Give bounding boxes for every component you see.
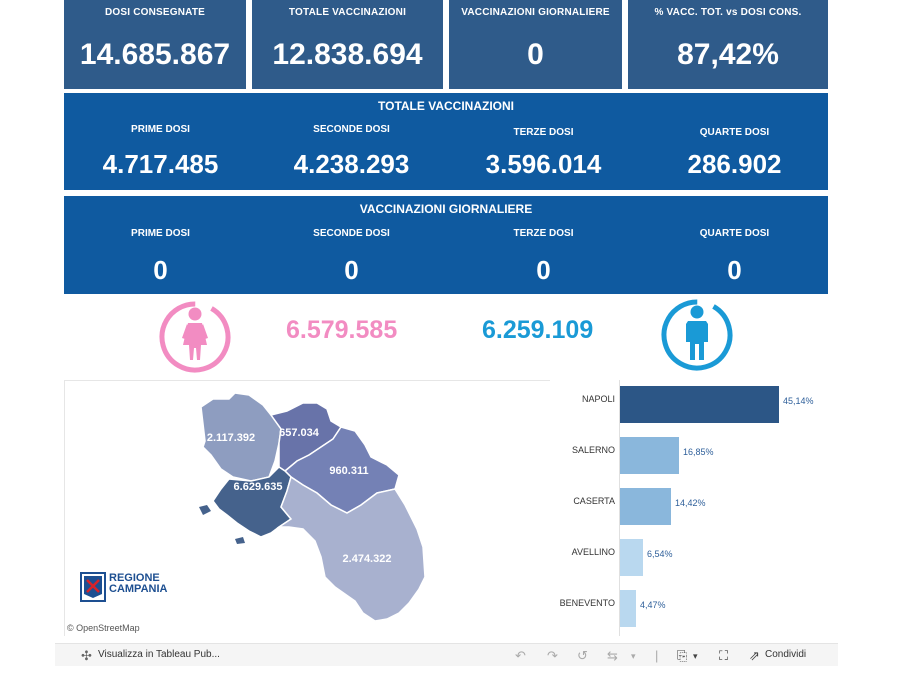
province-bar[interactable] [620, 437, 679, 474]
province-bar-chart: NAPOLI 45,14% SALERNO 16,85% CASERTA 14,42% AV… [550, 380, 828, 636]
totale-seconde-dosi: SECONDE DOSI 4.238.293 [256, 124, 447, 180]
dose-label: TERZE DOSI [513, 127, 574, 138]
island-capri [235, 537, 245, 544]
dose-label: PRIME DOSI [131, 124, 190, 135]
province-map-shapes: 2.117.392 657.034 960.311 6.629.635 2.47… [199, 392, 426, 622]
toolbar-separator: | [655, 648, 659, 663]
dose-value: 0 [344, 255, 359, 285]
regione-logo-icon [80, 572, 106, 602]
giornaliere-terze-dosi: TERZE DOSI 0 [448, 228, 639, 286]
dose-label: PRIME DOSI [131, 228, 190, 239]
kpi-value: 87,42% [677, 38, 779, 71]
province-percentage: 45,14% [783, 396, 814, 406]
province-bar[interactable] [620, 488, 671, 525]
download-dropdown-icon[interactable]: ▾ [693, 651, 698, 661]
kpi-value: 12.838.694 [272, 38, 423, 71]
vaccinazioni-giornaliere-panel: VACCINAZIONI GIORNALIERE PRIME DOSI 0 SE… [64, 196, 828, 294]
revert-icon[interactable]: ↺ [577, 648, 588, 663]
province-percentage: 4,47% [640, 600, 666, 610]
island-ischia [199, 505, 211, 515]
totale-prime-dosi: PRIME DOSI 4.717.485 [65, 124, 256, 180]
province-bar[interactable] [620, 539, 643, 576]
share-icon[interactable]: ⇗ [749, 648, 760, 663]
kpi-value: 14.685.867 [79, 38, 231, 71]
province-name: NAPOLI [581, 394, 615, 404]
logo-line-1: REGIONE [109, 572, 160, 584]
kpi-percentuale-vaccinati: % VACC. TOT. vs DOSI CONS. 87,42% [628, 0, 828, 89]
kpi-vaccinazioni-giornaliere: VACCINAZIONI GIORNALIERE 0 [449, 0, 622, 89]
province-name: AVELLINO [571, 547, 615, 557]
undo-icon[interactable]: ↶ [515, 648, 526, 663]
province-bar[interactable] [620, 386, 779, 423]
province-name: CASERTA [573, 496, 615, 506]
panel-title: VACCINAZIONI GIORNALIERE [359, 202, 533, 216]
province-percentage: 14,42% [675, 498, 706, 508]
share-button[interactable]: Condividi [765, 649, 807, 660]
female-total: 6.579.585 [286, 316, 398, 344]
view-in-tableau-link[interactable]: Visualizza in Tableau Pub... [98, 649, 220, 660]
dose-label: TERZE DOSI [513, 228, 574, 239]
dose-value: 0 [536, 255, 551, 285]
male-icon [661, 299, 733, 371]
dose-value: 3.596.014 [485, 149, 602, 179]
province-name: BENEVENTO [559, 598, 615, 608]
kpi-label: % VACC. TOT. vs DOSI CONS. [654, 7, 802, 18]
refresh-icon[interactable]: ⇆ [607, 648, 618, 663]
female-icon [159, 301, 231, 373]
label-avellino: 960.311 [329, 465, 368, 477]
tableau-logo-icon: ✣ [81, 648, 92, 663]
province-bar[interactable] [620, 590, 636, 627]
male-total: 6.259.109 [482, 316, 594, 344]
dose-value: 4.238.293 [293, 149, 410, 179]
dose-label: QUARTE DOSI [699, 127, 770, 138]
giornaliere-quarte-dosi: QUARTE DOSI 0 [639, 228, 830, 286]
dose-value: 286.902 [687, 149, 782, 179]
totale-vaccinazioni-panel: TOTALE VACCINAZIONI PRIME DOSI 4.717.485… [64, 93, 828, 190]
province-percentage: 6,54% [647, 549, 673, 559]
tableau-toolbar: ✣ Visualizza in Tableau Pub... ↶ ↷ ↺ ⇆ ▾… [55, 643, 838, 666]
download-icon[interactable]: ⎘ [677, 648, 688, 663]
bar-axis-line [619, 380, 620, 636]
giornaliere-seconde-dosi: SECONDE DOSI 0 [256, 228, 447, 286]
province-bar-row[interactable]: AVELLINO 6,54% [550, 533, 828, 576]
kpi-dosi-consegnate: DOSI CONSEGNATE 14.685.867 [64, 0, 246, 89]
fullscreen-icon[interactable]: ⛶ [719, 648, 729, 663]
kpi-label: DOSI CONSEGNATE [104, 7, 206, 18]
panel-title: TOTALE VACCINAZIONI [378, 99, 514, 113]
dose-value: 0 [727, 255, 742, 285]
map-attribution[interactable]: © OpenStreetMap [67, 623, 140, 633]
province-salerno[interactable] [276, 475, 426, 622]
kpi-totale-vaccinazioni: TOTALE VACCINAZIONI 12.838.694 [252, 0, 443, 89]
kpi-value: 0 [527, 38, 544, 71]
label-benevento: 657.034 [279, 427, 320, 439]
province-bar-row[interactable]: NAPOLI 45,14% [550, 380, 828, 423]
province-bar-row[interactable]: CASERTA 14,42% [550, 482, 828, 525]
province-bar-row[interactable]: SALERNO 16,85% [550, 431, 828, 474]
label-napoli: 6.629.635 [234, 481, 283, 493]
kpi-label: VACCINAZIONI GIORNALIERE [461, 7, 610, 18]
province-name: SALERNO [571, 445, 615, 455]
refresh-dropdown-icon[interactable]: ▾ [631, 651, 636, 661]
redo-icon[interactable]: ↷ [547, 648, 558, 663]
giornaliere-prime-dosi: PRIME DOSI 0 [65, 228, 256, 286]
label-caserta: 2.117.392 [207, 432, 255, 444]
province-percentage: 16,85% [683, 447, 714, 457]
kpi-label: TOTALE VACCINAZIONI [288, 7, 407, 18]
totale-quarte-dosi: QUARTE DOSI 286.902 [639, 127, 830, 180]
dose-label: QUARTE DOSI [699, 228, 770, 239]
dose-label: SECONDE DOSI [313, 228, 390, 239]
label-salerno: 2.474.322 [343, 553, 392, 565]
logo-line-2: CAMPANIA [109, 583, 168, 595]
campania-map[interactable]: 2.117.392 657.034 960.311 6.629.635 2.47… [64, 380, 550, 636]
dose-value: 0 [153, 255, 168, 285]
totale-terze-dosi: TERZE DOSI 3.596.014 [448, 127, 639, 180]
regione-logo-text: REGIONE CAMPANIA [109, 573, 167, 595]
dose-label: SECONDE DOSI [313, 124, 390, 135]
dose-value: 4.717.485 [102, 149, 219, 179]
province-bar-row[interactable]: BENEVENTO 4,47% [550, 584, 828, 627]
